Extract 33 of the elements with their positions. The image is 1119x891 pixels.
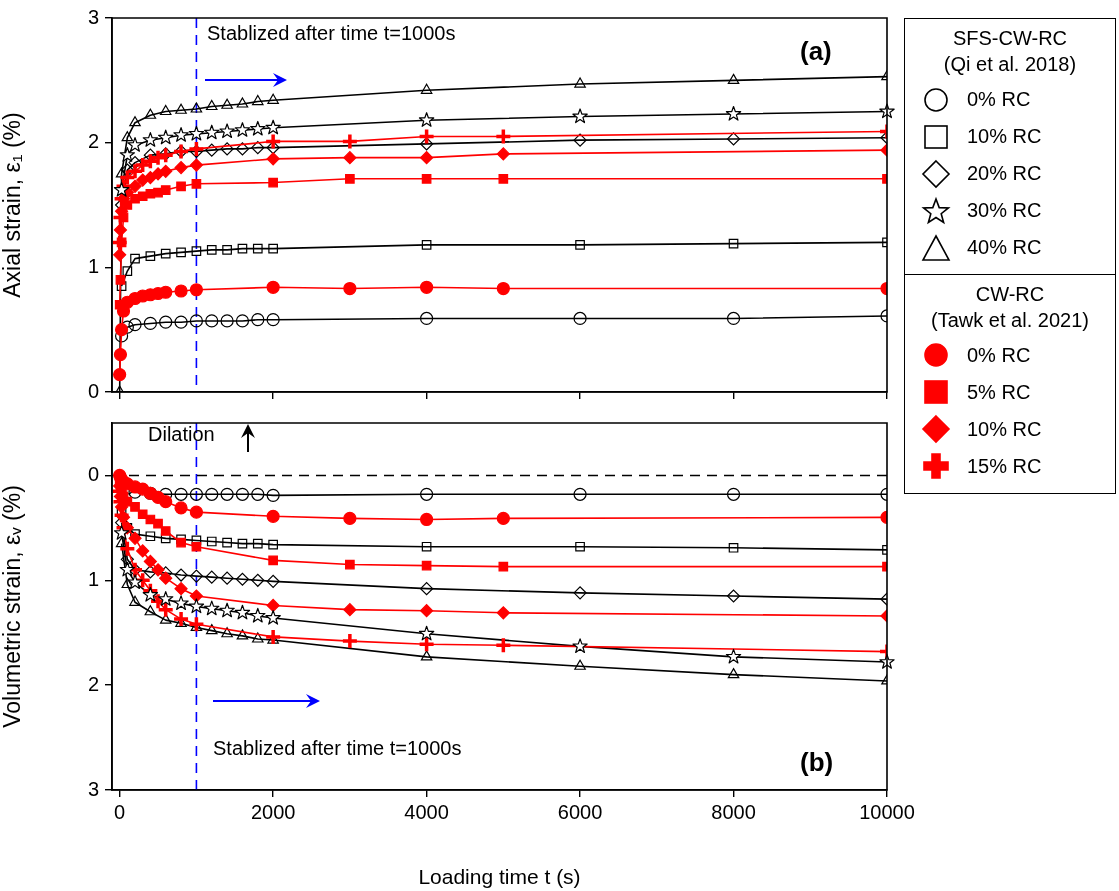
y-axis-title: Axial strain, ε₁ (%) [0, 112, 26, 298]
legend-label: 0% RC [967, 343, 1031, 367]
y-tick-label: 2 [87, 672, 99, 695]
x-axis-title: Loading time t (s) [418, 865, 581, 889]
annotation: (a) [800, 36, 832, 67]
y-tick-label: 3 [87, 5, 99, 28]
x-tick-label: 0 [114, 800, 126, 823]
legend-label: 40% RC [967, 236, 1042, 259]
x-tick-label: 10000 [859, 800, 915, 823]
y-tick-label: 3 [87, 777, 99, 800]
x-tick-label: 6000 [557, 800, 603, 823]
legend-title: SFS-CW-RC (Qi et al. 2018) [942, 26, 1078, 77]
legend-label: 0% RC [967, 88, 1031, 111]
x-tick-label: 8000 [711, 800, 756, 823]
legend-title: CW-RC (Tawk et al. 2021) [930, 281, 1090, 333]
legend-label: 15% RC [967, 454, 1042, 478]
legend-label: 10% RC [967, 125, 1042, 148]
y-axis-title: Volumetric strain, εᵥ (%) [0, 485, 26, 728]
y-tick-label: 1 [87, 567, 99, 590]
y-tick-label: 0 [87, 379, 99, 402]
y-tick-label: 1 [87, 254, 99, 277]
annotation: Stablized after time t=1000s [213, 737, 462, 760]
annotation: Stablized after time t=1000s [207, 22, 456, 45]
y-tick-label: 0 [87, 462, 99, 485]
annotation: Dilation [148, 423, 215, 446]
x-tick-label: 4000 [404, 800, 449, 823]
legend-label: 20% RC [967, 162, 1042, 185]
y-tick-label: 2 [87, 130, 99, 153]
x-tick-label: 2000 [250, 800, 296, 823]
legend-label: 10% RC [967, 417, 1042, 441]
annotation: (b) [800, 747, 834, 778]
legend-label: 30% RC [967, 199, 1042, 222]
legend-label: 5% RC [967, 380, 1031, 404]
